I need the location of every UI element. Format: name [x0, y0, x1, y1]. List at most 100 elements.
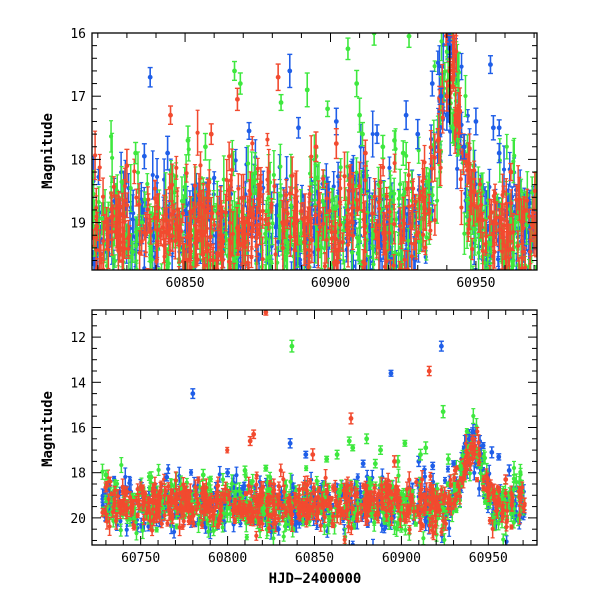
top-red-point: [212, 218, 217, 232]
top-green-point: [329, 187, 335, 213]
top-green-point: [154, 279, 158, 328]
top-red-point: [351, 172, 356, 209]
top-red-point: [499, 203, 504, 235]
top-red-point: [166, 223, 171, 245]
bottom-green-outlier-point: [324, 455, 330, 463]
top-green-point: [268, 254, 274, 269]
top-red-point: [265, 132, 270, 147]
top-red-point: [423, 240, 428, 256]
top-red-point: [246, 216, 251, 252]
bottom-green-outlier-point: [445, 453, 451, 465]
top-red-point: [100, 177, 106, 216]
top-red-point: [420, 217, 426, 253]
top-red-point: [288, 217, 293, 257]
top-red-point: [255, 157, 260, 180]
top-red-point: [299, 202, 304, 220]
top-red-point: [260, 236, 265, 270]
top-red-point: [487, 198, 492, 236]
top-green-point: [276, 191, 282, 240]
top-red-point: [195, 253, 200, 266]
top-red-outlier-point: [435, 127, 441, 153]
bottom-red-point: [420, 523, 426, 529]
top-red-point: [324, 182, 329, 215]
top-red-outlier-point: [208, 123, 214, 146]
top-red-point: [522, 247, 528, 270]
top-red-point: [246, 262, 251, 270]
top-green-point: [359, 170, 364, 213]
top-red-point: [290, 156, 295, 196]
bottom-green-outlier-point: [350, 444, 356, 452]
bottom-ytick-label: 20: [70, 512, 86, 527]
top-green-point: [114, 271, 118, 283]
bottom-red-outlier-point: [348, 412, 354, 425]
bottom-green-point: [304, 465, 309, 472]
top-red-point: [515, 230, 521, 262]
top-red-point: [272, 179, 277, 194]
top-red-point: [329, 225, 334, 253]
top-green-point: [439, 33, 444, 62]
top-red-point: [501, 230, 507, 260]
top-red-point: [347, 165, 352, 205]
bottom-xtick-label: 60900: [382, 551, 421, 566]
top-green-outlier-point: [354, 69, 360, 98]
bottom-blue-outlier-point: [360, 459, 366, 468]
bottom-ytick-label: 14: [70, 376, 86, 391]
top-red-point: [134, 188, 139, 207]
top-red-point: [506, 233, 511, 267]
top-red-point: [180, 203, 185, 224]
top-red-point: [229, 148, 234, 192]
top-blue-point: [370, 110, 375, 158]
top-blue-outlier-point: [287, 53, 293, 89]
x-axis-title: HJD−2400000: [269, 571, 362, 587]
top-blue-outlier-point: [296, 116, 302, 139]
top-blue-point: [360, 267, 365, 270]
top-red-point: [313, 205, 318, 225]
top-red-point: [458, 169, 463, 189]
top-red-point: [474, 192, 479, 223]
top-green-outlier-point: [232, 60, 238, 82]
top-blue-outlier-point: [374, 124, 380, 145]
top-blue-outlier-point: [461, 133, 467, 160]
bottom-ytick-label: 12: [70, 331, 86, 346]
top-red-point: [199, 292, 203, 320]
top-red-point: [504, 212, 509, 230]
top-blue-point: [525, 266, 530, 270]
top-red-point: [338, 171, 343, 206]
top-blue-point: [412, 281, 416, 308]
top-red-point: [380, 158, 386, 177]
top-green-point: [263, 264, 268, 270]
top-blue-point: [380, 272, 384, 295]
bottom-blue-point: [217, 465, 222, 483]
top-red-point: [398, 207, 403, 245]
bottom-xtick-label: 60950: [469, 551, 508, 566]
bottom-ylabel: Magnitude: [40, 391, 56, 467]
top-red-point: [266, 217, 271, 231]
bottom-red-outlier-point: [391, 455, 397, 468]
top-green-outlier-point: [450, 112, 456, 144]
top-green-point: [434, 177, 440, 224]
top-blue-outlier-point: [487, 55, 493, 75]
top-red-point: [517, 257, 522, 270]
top-green-outlier-point: [185, 125, 191, 156]
top-red-point: [321, 206, 326, 241]
top-red-point: [429, 154, 435, 183]
top-red-point: [266, 148, 271, 195]
bottom-blue-point: [504, 535, 509, 545]
bottom-blue-point: [382, 525, 387, 534]
top-blue-point: [326, 291, 330, 326]
bottom-red-point: [255, 497, 260, 503]
top-red-point: [350, 221, 355, 251]
top-green-point: [214, 294, 218, 315]
top-red-point: [454, 33, 459, 37]
top-red-point: [340, 232, 345, 252]
bottom-blue-point: [188, 469, 194, 476]
top-red-point: [122, 179, 127, 222]
bottom-red-point: [407, 471, 412, 489]
top-blue-point: [360, 291, 364, 312]
top-red-point: [392, 153, 397, 173]
top-blue-outlier-point: [473, 107, 479, 136]
top-green-point: [119, 165, 124, 198]
top-xtick-label: 60900: [311, 276, 350, 291]
bottom-blue-outlier-point: [287, 438, 293, 449]
top-red-point: [342, 151, 347, 202]
